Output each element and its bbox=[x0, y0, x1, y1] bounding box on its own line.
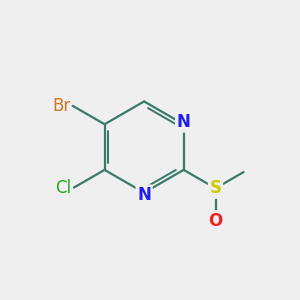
Text: Br: Br bbox=[52, 97, 70, 115]
Text: O: O bbox=[208, 212, 223, 230]
Text: N: N bbox=[137, 186, 151, 204]
Text: N: N bbox=[177, 113, 190, 131]
Text: Cl: Cl bbox=[56, 178, 72, 196]
Text: S: S bbox=[209, 179, 221, 197]
